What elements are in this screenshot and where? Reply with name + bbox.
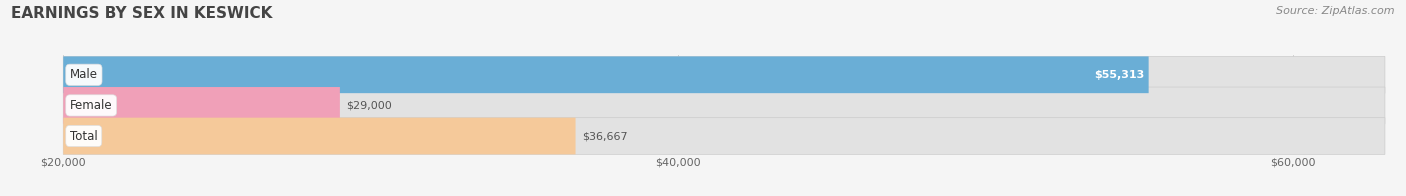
FancyBboxPatch shape bbox=[63, 87, 340, 124]
FancyBboxPatch shape bbox=[63, 56, 1385, 93]
FancyBboxPatch shape bbox=[63, 87, 1385, 124]
Text: Total: Total bbox=[70, 130, 97, 142]
Text: EARNINGS BY SEX IN KESWICK: EARNINGS BY SEX IN KESWICK bbox=[11, 6, 273, 21]
Text: $29,000: $29,000 bbox=[346, 100, 392, 110]
Text: Male: Male bbox=[70, 68, 98, 81]
FancyBboxPatch shape bbox=[63, 118, 1385, 154]
FancyBboxPatch shape bbox=[63, 56, 1149, 93]
Text: $55,313: $55,313 bbox=[1094, 70, 1144, 80]
Text: Female: Female bbox=[70, 99, 112, 112]
FancyBboxPatch shape bbox=[63, 118, 575, 154]
Text: $36,667: $36,667 bbox=[582, 131, 627, 141]
Text: Source: ZipAtlas.com: Source: ZipAtlas.com bbox=[1277, 6, 1395, 16]
